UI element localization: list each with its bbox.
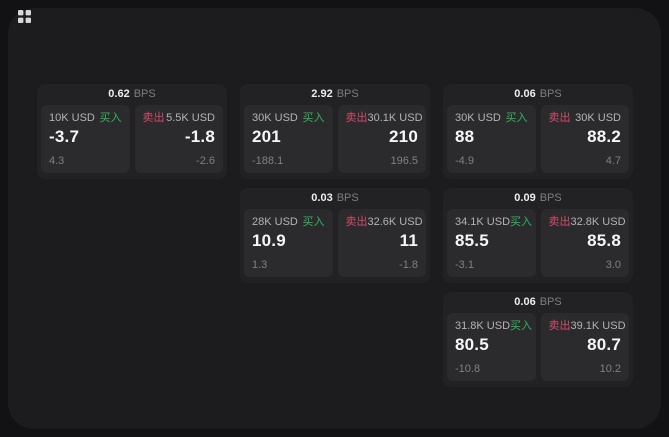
sell-side-label: 卖出 [548,216,571,228]
buy-panel[interactable]: 30K USD 买入 88 -4.9 [447,105,536,173]
sell-side-label: 卖出 [345,112,368,124]
sell-panel[interactable]: 卖出 32.6K USD 11 -1.8 [337,209,426,277]
card-body: 28K USD 买入 10.9 1.3 卖出 32.6K USD 11 -1.8 [244,209,426,277]
sell-notional: 30.1K USD [367,112,423,124]
sell-panel[interactable]: 卖出 30K USD 88.2 4.7 [540,105,629,173]
sell-sub-value: 3.0 [605,258,621,271]
bps-value: 0.03 [311,192,333,204]
buy-notional: 28K USD [252,216,298,228]
buy-price: -3.7 [49,127,80,147]
buy-notional: 30K USD [455,112,501,124]
sell-notional: 32.8K USD [570,216,626,228]
card-header: 0.09 BPS [447,188,629,209]
bps-value: 0.06 [514,296,536,308]
buy-price: 80.5 [455,335,489,355]
card-body: 30K USD 买入 88 -4.9 卖出 30K USD 88.2 4.7 [447,105,629,173]
buy-side-label: 买入 [302,112,325,124]
bps-value: 0.62 [108,88,130,100]
quote-card: 0.03 BPS 28K USD 买入 10.9 1.3 卖出 32.6K US… [240,188,430,283]
buy-sub-value: 4.3 [49,154,65,167]
sell-sub-value: 196.5 [390,154,418,167]
bps-unit-label: BPS [133,88,156,100]
quote-card: 0.62 BPS 10K USD 买入 -3.7 4.3 卖出 5.5K USD… [37,84,227,179]
buy-notional: 30K USD [252,112,298,124]
buy-side-label: 买入 [510,320,533,332]
sell-notional: 39.1K USD [570,320,626,332]
sell-side-label: 卖出 [548,112,571,124]
buy-panel[interactable]: 31.8K USD 买入 80.5 -10.8 [447,313,536,381]
sell-price: 80.7 [587,335,621,355]
buy-sub-value: -3.1 [455,258,474,271]
bps-unit-label: BPS [336,88,359,100]
quote-card: 2.92 BPS 30K USD 买入 201 -188.1 卖出 30.1K … [240,84,430,179]
card-body: 31.8K USD 买入 80.5 -10.8 卖出 39.1K USD 80.… [447,313,629,381]
buy-sub-value: -4.9 [455,154,474,167]
sell-panel[interactable]: 卖出 39.1K USD 80.7 10.2 [540,313,629,381]
card-header: 0.62 BPS [41,84,223,105]
sell-sub-value: 4.7 [605,154,621,167]
buy-panel[interactable]: 30K USD 买入 201 -188.1 [244,105,333,173]
sell-side-label: 卖出 [142,112,165,124]
sell-price: 11 [399,231,418,251]
buy-side-label: 买入 [99,112,122,124]
bps-unit-label: BPS [336,192,359,204]
buy-price: 85.5 [455,231,489,251]
sell-sub-value: -1.8 [399,258,418,271]
buy-price: 201 [252,127,281,147]
card-header: 0.06 BPS [447,84,629,105]
card-body: 30K USD 买入 201 -188.1 卖出 30.1K USD 210 1… [244,105,426,173]
sell-price: 210 [389,127,418,147]
bps-value: 0.06 [514,88,536,100]
card-header: 0.06 BPS [447,292,629,313]
sell-sub-value: -2.6 [196,154,215,167]
bps-unit-label: BPS [539,296,562,308]
quote-card: 0.06 BPS 30K USD 买入 88 -4.9 卖出 30K USD 8… [443,84,633,179]
sell-notional: 30K USD [575,112,621,124]
quote-card: 0.09 BPS 34.1K USD 买入 85.5 -3.1 卖出 32.8K… [443,188,633,283]
bps-value: 0.09 [514,192,536,204]
sell-side-label: 卖出 [548,320,571,332]
sell-price: -1.8 [184,127,215,147]
buy-side-label: 买入 [302,216,325,228]
quote-card: 0.06 BPS 31.8K USD 买入 80.5 -10.8 卖出 39.1… [443,292,633,387]
buy-notional: 10K USD [49,112,95,124]
sell-price: 85.8 [587,231,621,251]
bps-value: 2.92 [311,88,333,100]
sell-side-label: 卖出 [345,216,368,228]
sell-price: 88.2 [587,127,621,147]
buy-notional: 31.8K USD [455,320,511,332]
buy-sub-value: -188.1 [252,154,284,167]
card-header: 0.03 BPS [244,188,426,209]
sell-notional: 5.5K USD [166,112,215,124]
sell-notional: 32.6K USD [367,216,423,228]
sell-sub-value: 10.2 [599,362,621,375]
buy-side-label: 买入 [505,112,528,124]
card-header: 2.92 BPS [244,84,426,105]
buy-sub-value: 1.3 [252,258,268,271]
sell-panel[interactable]: 卖出 30.1K USD 210 196.5 [337,105,426,173]
card-body: 34.1K USD 买入 85.5 -3.1 卖出 32.8K USD 85.8… [447,209,629,277]
buy-price: 88 [455,127,475,147]
buy-panel[interactable]: 28K USD 买入 10.9 1.3 [244,209,333,277]
bps-unit-label: BPS [539,88,562,100]
quote-card-grid: 0.62 BPS 10K USD 买入 -3.7 4.3 卖出 5.5K USD… [37,84,633,387]
bps-unit-label: BPS [539,192,562,204]
sell-panel[interactable]: 卖出 32.8K USD 85.8 3.0 [540,209,629,277]
buy-panel[interactable]: 10K USD 买入 -3.7 4.3 [41,105,130,173]
buy-panel[interactable]: 34.1K USD 买入 85.5 -3.1 [447,209,536,277]
buy-notional: 34.1K USD [455,216,511,228]
sell-panel[interactable]: 卖出 5.5K USD -1.8 -2.6 [134,105,223,173]
card-body: 10K USD 买入 -3.7 4.3 卖出 5.5K USD -1.8 -2.… [41,105,223,173]
buy-side-label: 买入 [510,216,533,228]
buy-price: 10.9 [252,231,286,251]
buy-sub-value: -10.8 [455,362,481,375]
grid-icon[interactable] [17,9,32,24]
